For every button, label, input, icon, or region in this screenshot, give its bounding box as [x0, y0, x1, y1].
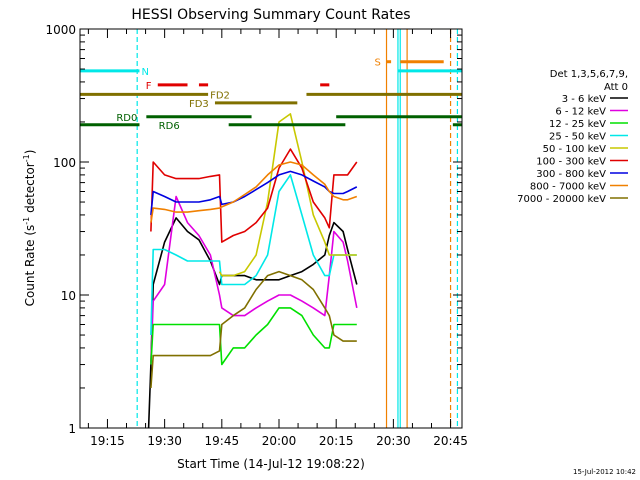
legend-entry-label: 6 - 12 keV: [555, 107, 606, 118]
flag-label-fd3: FD3: [189, 99, 209, 110]
series-line-4: [150, 174, 357, 336]
series-line-8: [150, 161, 358, 223]
legend-header-detectors: Det 1,3,5,6,7,9,: [550, 69, 628, 80]
legend-entry-label: 50 - 100 keV: [543, 144, 607, 155]
x-tick-label: 19:30: [147, 434, 182, 448]
chart-title: HESSI Observing Summary Count Rates: [131, 7, 410, 23]
x-axis-label: Start Time (14-Jul-12 19:08:22): [177, 457, 365, 471]
legend-entry-label: 12 - 25 keV: [549, 119, 606, 130]
x-tick-label: 20:30: [376, 434, 411, 448]
legend-entry-label: 800 - 7000 keV: [530, 182, 606, 193]
flag-label-fd2: FD2: [210, 90, 230, 101]
legend-entry-label: 7000 - 20000 keV: [517, 194, 606, 205]
flag-label-f: F: [146, 81, 152, 92]
flag-label-rd0: RD0: [116, 113, 137, 124]
y-tick-label: 1000: [45, 23, 76, 37]
legend-entry-label: 300 - 800 keV: [536, 169, 606, 180]
y-axis-label: Count Rate (s-1 detector-1): [22, 150, 37, 307]
legend-header-attenuator: Att 0: [604, 82, 628, 93]
legend-entry-label: 3 - 6 keV: [562, 94, 606, 105]
series-line-6: [150, 148, 358, 243]
x-tick-label: 20:15: [319, 434, 354, 448]
plot-frame: [79, 28, 463, 429]
series-line-9: [150, 270, 357, 389]
x-tick-label: 19:45: [205, 434, 240, 448]
x-tick-label: 19:15: [90, 434, 125, 448]
y-tick-label: 10: [61, 289, 76, 303]
flag-label-s: S: [375, 58, 381, 69]
legend: Det 1,3,5,6,7,9, Att 0 3 - 6 keV 6 - 12 k…: [517, 69, 628, 205]
y-tick-label: 100: [53, 156, 76, 170]
x-tick-label: 20:00: [262, 434, 297, 448]
series-line-2: [150, 195, 358, 365]
series-line-5: [218, 113, 357, 277]
x-tick-label: 20:45: [433, 434, 468, 448]
flag-label-rd6: RD6: [159, 121, 180, 132]
y-tick-label: 1: [68, 422, 76, 436]
series-line-1: [147, 217, 358, 429]
timestamp: 15-Jul-2012 10:42: [573, 468, 636, 476]
series-line-3: [150, 307, 357, 366]
legend-entry-label: 100 - 300 keV: [536, 157, 606, 168]
legend-entry-label: 25 - 50 keV: [549, 132, 606, 143]
flag-label-n: N: [141, 67, 148, 78]
